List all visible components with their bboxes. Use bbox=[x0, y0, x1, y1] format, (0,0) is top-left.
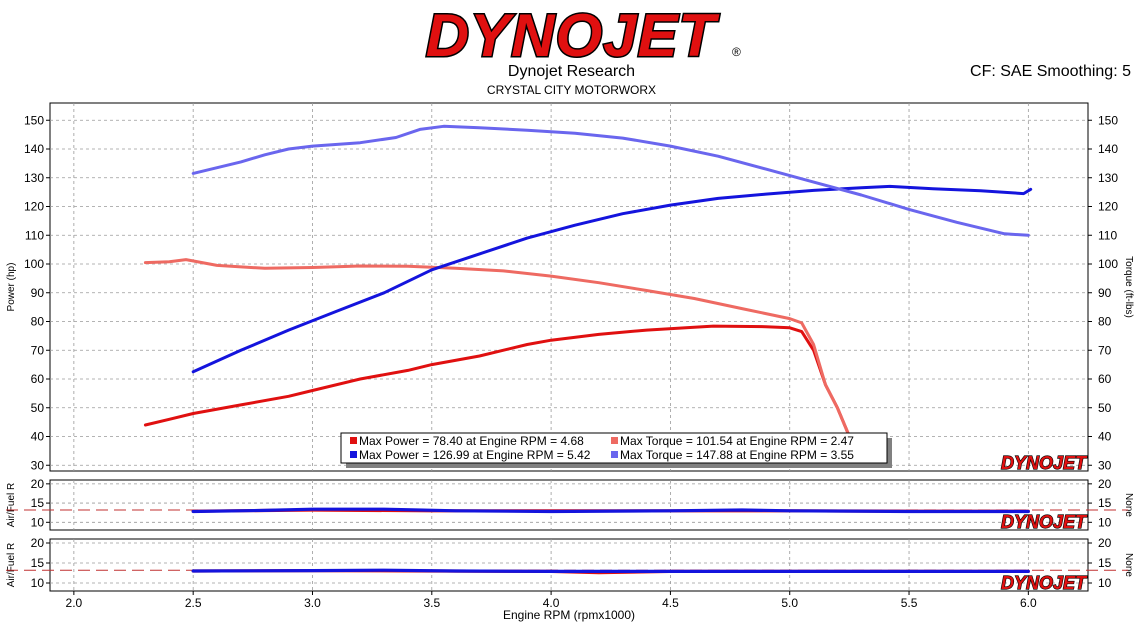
y-tick-label: 50 bbox=[31, 401, 45, 415]
y2-axis-label: None bbox=[1123, 493, 1134, 517]
x-tick-label: 4.0 bbox=[543, 596, 560, 610]
y-tick-label: 15 bbox=[31, 556, 45, 570]
y-tick-label: 20 bbox=[31, 536, 45, 550]
y-tick-label: 10 bbox=[31, 576, 45, 590]
plot-frame bbox=[49, 538, 1089, 592]
y-tick-label: 90 bbox=[31, 286, 45, 300]
y2-tick-label: 15 bbox=[1098, 496, 1112, 510]
y-tick-label: 120 bbox=[24, 200, 44, 214]
y2-tick-label: 80 bbox=[1098, 315, 1112, 329]
y-tick-label: 20 bbox=[31, 477, 45, 491]
legend-entry: Max Torque = 101.54 at Engine RPM = 2.47 bbox=[620, 434, 854, 448]
y2-tick-label: 20 bbox=[1098, 536, 1112, 550]
dynojet-watermark: DYNOJET bbox=[1001, 453, 1088, 473]
dynojet-watermark: DYNOJET bbox=[1001, 512, 1088, 532]
dynojet-logo: DYNOJET ® bbox=[424, 1, 741, 71]
legend-swatch bbox=[350, 437, 357, 444]
x-tick-label: 2.5 bbox=[185, 596, 202, 610]
series-line bbox=[191, 568, 1030, 574]
chart-panel-air-fuel-2: 10 10 15 15 20 20 Air/Fuel R None DYNOJET bbox=[6, 536, 1134, 594]
x-tick-label: 3.0 bbox=[304, 596, 321, 610]
y-tick-label: 15 bbox=[31, 496, 45, 510]
series-line bbox=[191, 124, 1030, 237]
y2-tick-label: 10 bbox=[1098, 515, 1112, 529]
logo-text: DYNOJET bbox=[426, 2, 720, 69]
y2-tick-label: 100 bbox=[1098, 257, 1118, 271]
y-tick-label: 130 bbox=[24, 171, 44, 185]
chart-panel-air-fuel-1: 10 10 15 15 20 20 Air/Fuel R None DYNOJET bbox=[6, 477, 1134, 533]
y2-tick-label: 40 bbox=[1098, 430, 1112, 444]
y2-tick-label: 70 bbox=[1098, 343, 1112, 357]
x-tick-label: 5.5 bbox=[901, 596, 918, 610]
legend-swatch bbox=[611, 451, 618, 458]
y-tick-label: 60 bbox=[31, 372, 45, 386]
registered-mark: ® bbox=[732, 45, 741, 59]
series-line bbox=[191, 184, 1033, 374]
dynojet-watermark: DYNOJET bbox=[1001, 573, 1088, 593]
y2-tick-label: 10 bbox=[1098, 576, 1112, 590]
x-tick-label: 4.5 bbox=[662, 596, 679, 610]
y2-tick-label: 15 bbox=[1098, 556, 1112, 570]
y2-tick-label: 60 bbox=[1098, 372, 1112, 386]
x-axis-label: Engine RPM (rpmx1000) bbox=[503, 608, 635, 622]
series-line bbox=[143, 324, 851, 438]
y-axis-label: Power (hp) bbox=[6, 263, 17, 312]
series-line bbox=[143, 258, 851, 438]
x-tick-label: 6.0 bbox=[1020, 596, 1037, 610]
y-tick-label: 80 bbox=[31, 315, 45, 329]
y2-tick-label: 150 bbox=[1098, 113, 1118, 127]
y2-tick-label: 90 bbox=[1098, 286, 1112, 300]
legend-entry: Max Power = 126.99 at Engine RPM = 5.42 bbox=[359, 448, 591, 462]
chart-panel-power-torque: 30 30 40 40 50 50 60 60 70 70 80 80 90 90 100 100 110 110… bbox=[6, 102, 1134, 474]
correction-factor: CF: SAE Smoothing: 5 bbox=[970, 63, 1131, 80]
series-line bbox=[191, 507, 1030, 514]
plot-frame bbox=[49, 102, 1089, 472]
x-tick-label: 2.0 bbox=[66, 596, 83, 610]
x-tick-label: 3.5 bbox=[423, 596, 440, 610]
legend-swatch bbox=[611, 437, 618, 444]
chart-subtitle: CRYSTAL CITY MOTORWORX bbox=[486, 83, 657, 97]
y-tick-label: 150 bbox=[24, 113, 44, 127]
y2-tick-label: 30 bbox=[1098, 458, 1112, 472]
y-tick-label: 10 bbox=[31, 515, 45, 529]
y-axis-label: Air/Fuel R bbox=[6, 483, 17, 527]
y2-tick-label: 120 bbox=[1098, 200, 1118, 214]
y-tick-label: 140 bbox=[24, 142, 44, 156]
chart-title: Dynojet Research bbox=[507, 63, 636, 80]
y-tick-label: 40 bbox=[31, 430, 45, 444]
legend-swatch bbox=[350, 451, 357, 458]
y-tick-label: 70 bbox=[31, 343, 45, 357]
y2-tick-label: 130 bbox=[1098, 171, 1118, 185]
legend: Max Power = 78.40 at Engine RPM = 4.68 Ma… bbox=[340, 432, 892, 468]
y-tick-label: 100 bbox=[24, 257, 44, 271]
y2-axis-label: Torque (ft-lbs) bbox=[1123, 256, 1134, 318]
y2-axis-label: None bbox=[1123, 553, 1134, 577]
y2-tick-label: 50 bbox=[1098, 401, 1112, 415]
y2-tick-label: 20 bbox=[1098, 477, 1112, 491]
x-tick-label: 5.0 bbox=[781, 596, 798, 610]
y-tick-label: 30 bbox=[31, 458, 45, 472]
legend-entry: Max Torque = 147.88 at Engine RPM = 3.55 bbox=[620, 448, 854, 462]
y2-tick-label: 140 bbox=[1098, 142, 1118, 156]
legend-entry: Max Power = 78.40 at Engine RPM = 4.68 bbox=[359, 434, 584, 448]
y-tick-label: 110 bbox=[25, 228, 44, 242]
y2-tick-label: 110 bbox=[1098, 228, 1117, 242]
plot-frame bbox=[49, 479, 1089, 531]
y-axis-label: Air/Fuel R bbox=[6, 543, 17, 587]
